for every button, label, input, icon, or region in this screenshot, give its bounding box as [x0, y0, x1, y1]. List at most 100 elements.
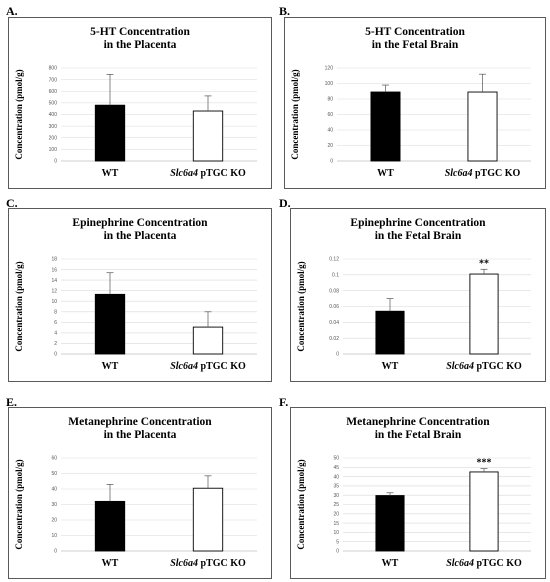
- bar: [94, 104, 126, 162]
- y-tick-label: 0: [54, 159, 57, 165]
- y-tick-label: 30: [333, 493, 339, 499]
- bar: [469, 273, 499, 355]
- y-tick-label: 200: [49, 135, 58, 141]
- category-label-part: WT: [102, 558, 119, 569]
- y-tick-label: 2: [54, 341, 57, 347]
- category-label: WT: [102, 168, 119, 179]
- y-tick-label: 0: [330, 159, 333, 165]
- category-label: Slc6a4 pTGC KO: [446, 558, 522, 569]
- y-tick-label: 300: [49, 124, 58, 130]
- category-label-part: pTGC KO: [198, 558, 246, 569]
- y-tick-label: 120: [325, 66, 334, 72]
- y-tick-label: 0.06: [329, 304, 339, 310]
- y-axis-label: Concentration (pmol/g): [14, 69, 24, 159]
- chart-panel-a: 5-HT Concentration in the Placenta Concent…: [8, 17, 272, 189]
- y-tick-label: 16: [51, 267, 57, 273]
- y-tick-label: 50: [51, 471, 57, 477]
- y-tick-label: 0.02: [329, 336, 339, 342]
- category-label: Slc6a4 pTGC KO: [170, 168, 246, 179]
- category-label: WT: [102, 558, 119, 569]
- y-tick-label: 18: [51, 257, 57, 263]
- chart-title-line: in the Fetal Brain: [375, 429, 462, 441]
- y-tick-label: 10: [333, 530, 339, 536]
- y-tick-label: 35: [333, 484, 339, 490]
- category-label: WT: [382, 361, 399, 372]
- y-tick-label: 8: [54, 309, 57, 315]
- chart-title-line: Epinephrine Concentration: [72, 217, 208, 229]
- y-tick-label: 500: [49, 101, 58, 107]
- y-tick-label: 0: [336, 549, 339, 555]
- chart-title-line: Metanephrine Concentration: [68, 416, 212, 428]
- y-tick-label: 20: [333, 512, 339, 518]
- y-tick-label: 60: [51, 456, 57, 462]
- chart-panel-f: Metanephrine Concentration in the Fetal B…: [290, 407, 546, 579]
- y-tick-label: 20: [51, 518, 57, 524]
- y-tick-label: 40: [51, 487, 57, 493]
- y-tick-label: 14: [51, 278, 57, 284]
- y-tick-label: 700: [49, 77, 58, 83]
- significance-marker: ***: [477, 458, 492, 469]
- category-label: Slc6a4 pTGC KO: [170, 558, 246, 569]
- y-tick-label: 0.08: [329, 288, 339, 294]
- panel-label-c: C.: [6, 196, 18, 210]
- panel-label-e: E.: [6, 395, 18, 409]
- category-label-part: WT: [102, 361, 119, 372]
- chart-title-line: Epinephrine Concentration: [350, 217, 486, 229]
- y-tick-label: 800: [49, 66, 58, 72]
- y-tick-label: 400: [49, 112, 58, 118]
- y-tick-label: 0: [54, 549, 57, 555]
- bar: [375, 310, 405, 355]
- category-label: WT: [382, 558, 399, 569]
- panel-label-f: F.: [279, 395, 289, 409]
- y-axis-label: Concentration (pmol/g): [296, 261, 306, 351]
- y-axis-label: Concentration (pmol/g): [14, 459, 24, 549]
- y-axis-label: Concentration (pmol/g): [14, 261, 24, 351]
- bar: [370, 91, 401, 162]
- category-label-part: Slc6a4: [170, 361, 198, 372]
- y-tick-label: 0.12: [329, 257, 339, 263]
- y-tick-label: 100: [49, 147, 58, 153]
- chart-title-line: in the Placenta: [104, 429, 177, 441]
- category-label-part: WT: [102, 168, 119, 179]
- chart-title-line: in the Placenta: [104, 230, 177, 242]
- y-tick-label: 5: [336, 539, 339, 545]
- panel-label-b: B.: [279, 4, 291, 18]
- chart-title-line: in the Fetal Brain: [375, 230, 462, 242]
- chart-panel-d: Epinephrine Concentration in the Fetal Br…: [290, 208, 546, 382]
- bar: [192, 110, 224, 162]
- category-label-part: WT: [382, 558, 399, 569]
- category-label-part: Slc6a4: [445, 168, 473, 179]
- y-tick-label: 0.04: [329, 320, 339, 326]
- bar: [469, 471, 499, 552]
- chart-title-line: Metanephrine Concentration: [346, 416, 490, 428]
- category-label: Slc6a4 pTGC KO: [170, 361, 246, 372]
- y-tick-label: 12: [51, 288, 57, 294]
- chart-title-line: in the Placenta: [104, 39, 177, 51]
- y-tick-label: 50: [333, 456, 339, 462]
- chart-title-line: in the Fetal Brain: [372, 39, 459, 51]
- y-axis-label: Concentration (pmol/g): [290, 69, 300, 159]
- y-tick-label: 0: [336, 352, 339, 358]
- bar: [94, 500, 126, 552]
- category-label-part: Slc6a4: [446, 558, 474, 569]
- y-tick-label: 20: [327, 143, 333, 149]
- category-label: WT: [377, 168, 394, 179]
- y-tick-label: 0: [54, 352, 57, 358]
- chart-title-line: 5-HT Concentration: [90, 26, 190, 38]
- category-label-part: WT: [382, 361, 399, 372]
- bar: [192, 326, 224, 355]
- y-tick-label: 60: [327, 112, 333, 118]
- y-tick-label: 0.1: [332, 273, 339, 279]
- category-label: WT: [102, 361, 119, 372]
- bar: [94, 293, 126, 355]
- category-label-part: pTGC KO: [472, 168, 520, 179]
- y-tick-label: 10: [51, 533, 57, 539]
- y-tick-label: 30: [51, 502, 57, 508]
- chart-panel-c: Epinephrine Concentration in the Placenta…: [8, 208, 272, 382]
